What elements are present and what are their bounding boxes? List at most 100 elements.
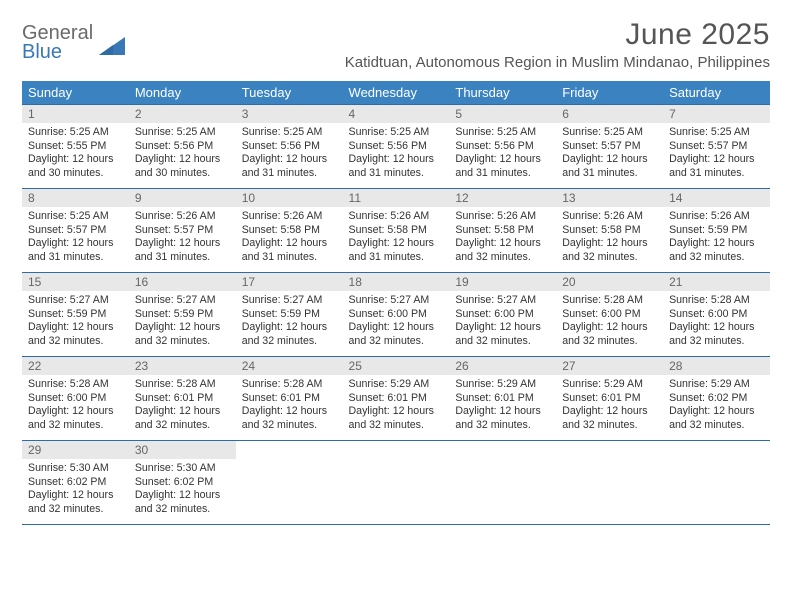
day-details: Sunrise: 5:29 AMSunset: 6:01 PMDaylight:… [556,375,663,436]
day-details: Sunrise: 5:26 AMSunset: 5:58 PMDaylight:… [556,207,663,268]
day-number: 13 [556,189,663,207]
weekday-header: Thursday [449,81,556,105]
day-number: 24 [236,357,343,375]
day-number: 26 [449,357,556,375]
day-number: 23 [129,357,236,375]
day-number: 3 [236,105,343,123]
calendar-day-cell: 13Sunrise: 5:26 AMSunset: 5:58 PMDayligh… [556,189,663,273]
day-details: Sunrise: 5:26 AMSunset: 5:59 PMDaylight:… [663,207,770,268]
day-number: 19 [449,273,556,291]
day-details: Sunrise: 5:28 AMSunset: 6:01 PMDaylight:… [236,375,343,436]
calendar-day-cell [343,441,450,525]
day-details: Sunrise: 5:25 AMSunset: 5:56 PMDaylight:… [449,123,556,184]
day-number: 7 [663,105,770,123]
day-details: Sunrise: 5:27 AMSunset: 6:00 PMDaylight:… [449,291,556,352]
calendar-day-cell: 12Sunrise: 5:26 AMSunset: 5:58 PMDayligh… [449,189,556,273]
day-details: Sunrise: 5:25 AMSunset: 5:56 PMDaylight:… [129,123,236,184]
day-number: 30 [129,441,236,459]
calendar-week-row: 15Sunrise: 5:27 AMSunset: 5:59 PMDayligh… [22,273,770,357]
calendar-day-cell: 20Sunrise: 5:28 AMSunset: 6:00 PMDayligh… [556,273,663,357]
calendar-day-cell: 16Sunrise: 5:27 AMSunset: 5:59 PMDayligh… [129,273,236,357]
calendar-day-cell: 25Sunrise: 5:29 AMSunset: 6:01 PMDayligh… [343,357,450,441]
weekday-header: Monday [129,81,236,105]
calendar-day-cell: 10Sunrise: 5:26 AMSunset: 5:58 PMDayligh… [236,189,343,273]
brand-text: General Blue [22,22,93,64]
day-number: 27 [556,357,663,375]
day-details: Sunrise: 5:26 AMSunset: 5:58 PMDaylight:… [343,207,450,268]
calendar-day-cell: 19Sunrise: 5:27 AMSunset: 6:00 PMDayligh… [449,273,556,357]
day-number: 29 [22,441,129,459]
brand-triangle-icon [99,37,125,55]
calendar-day-cell: 4Sunrise: 5:25 AMSunset: 5:56 PMDaylight… [343,105,450,189]
calendar-day-cell: 28Sunrise: 5:29 AMSunset: 6:02 PMDayligh… [663,357,770,441]
weekday-header: Tuesday [236,81,343,105]
calendar-day-cell: 9Sunrise: 5:26 AMSunset: 5:57 PMDaylight… [129,189,236,273]
day-details: Sunrise: 5:25 AMSunset: 5:56 PMDaylight:… [236,123,343,184]
day-details: Sunrise: 5:26 AMSunset: 5:58 PMDaylight:… [236,207,343,268]
day-details: Sunrise: 5:30 AMSunset: 6:02 PMDaylight:… [22,459,129,520]
calendar-week-row: 1Sunrise: 5:25 AMSunset: 5:55 PMDaylight… [22,105,770,189]
day-number: 16 [129,273,236,291]
title-block: June 2025 Katidtuan, Autonomous Region i… [345,18,770,71]
day-number: 8 [22,189,129,207]
brand-logo: General Blue [22,22,125,64]
calendar-day-cell: 7Sunrise: 5:25 AMSunset: 5:57 PMDaylight… [663,105,770,189]
calendar-day-cell: 30Sunrise: 5:30 AMSunset: 6:02 PMDayligh… [129,441,236,525]
weekday-header: Saturday [663,81,770,105]
calendar-day-cell: 22Sunrise: 5:28 AMSunset: 6:00 PMDayligh… [22,357,129,441]
calendar-day-cell: 3Sunrise: 5:25 AMSunset: 5:56 PMDaylight… [236,105,343,189]
calendar-day-cell [663,441,770,525]
day-details: Sunrise: 5:28 AMSunset: 6:00 PMDaylight:… [22,375,129,436]
day-details: Sunrise: 5:28 AMSunset: 6:01 PMDaylight:… [129,375,236,436]
day-details: Sunrise: 5:28 AMSunset: 6:00 PMDaylight:… [663,291,770,352]
day-details: Sunrise: 5:27 AMSunset: 5:59 PMDaylight:… [236,291,343,352]
calendar-day-cell: 5Sunrise: 5:25 AMSunset: 5:56 PMDaylight… [449,105,556,189]
day-number: 17 [236,273,343,291]
day-details: Sunrise: 5:25 AMSunset: 5:55 PMDaylight:… [22,123,129,184]
calendar-day-cell: 11Sunrise: 5:26 AMSunset: 5:58 PMDayligh… [343,189,450,273]
day-details: Sunrise: 5:26 AMSunset: 5:58 PMDaylight:… [449,207,556,268]
day-number: 5 [449,105,556,123]
calendar-day-cell: 21Sunrise: 5:28 AMSunset: 6:00 PMDayligh… [663,273,770,357]
weekday-header: Sunday [22,81,129,105]
day-number: 2 [129,105,236,123]
calendar-day-cell [556,441,663,525]
day-number: 4 [343,105,450,123]
day-number: 22 [22,357,129,375]
calendar-day-cell: 26Sunrise: 5:29 AMSunset: 6:01 PMDayligh… [449,357,556,441]
day-details: Sunrise: 5:30 AMSunset: 6:02 PMDaylight:… [129,459,236,520]
calendar-day-cell [236,441,343,525]
day-details: Sunrise: 5:26 AMSunset: 5:57 PMDaylight:… [129,207,236,268]
calendar-day-cell: 24Sunrise: 5:28 AMSunset: 6:01 PMDayligh… [236,357,343,441]
day-details: Sunrise: 5:27 AMSunset: 5:59 PMDaylight:… [129,291,236,352]
calendar-day-cell: 27Sunrise: 5:29 AMSunset: 6:01 PMDayligh… [556,357,663,441]
calendar-day-cell: 6Sunrise: 5:25 AMSunset: 5:57 PMDaylight… [556,105,663,189]
day-details: Sunrise: 5:29 AMSunset: 6:01 PMDaylight:… [449,375,556,436]
calendar-table: Sunday Monday Tuesday Wednesday Thursday… [22,81,770,525]
day-details: Sunrise: 5:25 AMSunset: 5:57 PMDaylight:… [556,123,663,184]
day-details: Sunrise: 5:29 AMSunset: 6:02 PMDaylight:… [663,375,770,436]
location-subtitle: Katidtuan, Autonomous Region in Muslim M… [345,54,770,71]
weekday-header: Wednesday [343,81,450,105]
day-details: Sunrise: 5:25 AMSunset: 5:57 PMDaylight:… [22,207,129,268]
calendar-day-cell: 18Sunrise: 5:27 AMSunset: 6:00 PMDayligh… [343,273,450,357]
day-number: 18 [343,273,450,291]
day-details: Sunrise: 5:25 AMSunset: 5:56 PMDaylight:… [343,123,450,184]
day-number: 11 [343,189,450,207]
calendar-week-row: 29Sunrise: 5:30 AMSunset: 6:02 PMDayligh… [22,441,770,525]
day-number: 1 [22,105,129,123]
day-number: 20 [556,273,663,291]
page-title: June 2025 [345,18,770,52]
day-number: 25 [343,357,450,375]
day-details: Sunrise: 5:27 AMSunset: 6:00 PMDaylight:… [343,291,450,352]
weekday-header-row: Sunday Monday Tuesday Wednesday Thursday… [22,81,770,105]
calendar-week-row: 8Sunrise: 5:25 AMSunset: 5:57 PMDaylight… [22,189,770,273]
day-details: Sunrise: 5:27 AMSunset: 5:59 PMDaylight:… [22,291,129,352]
day-details: Sunrise: 5:28 AMSunset: 6:00 PMDaylight:… [556,291,663,352]
calendar-day-cell: 2Sunrise: 5:25 AMSunset: 5:56 PMDaylight… [129,105,236,189]
calendar-day-cell: 29Sunrise: 5:30 AMSunset: 6:02 PMDayligh… [22,441,129,525]
calendar-day-cell [449,441,556,525]
header: General Blue June 2025 Katidtuan, Autono… [22,18,770,71]
day-number: 14 [663,189,770,207]
day-details: Sunrise: 5:25 AMSunset: 5:57 PMDaylight:… [663,123,770,184]
